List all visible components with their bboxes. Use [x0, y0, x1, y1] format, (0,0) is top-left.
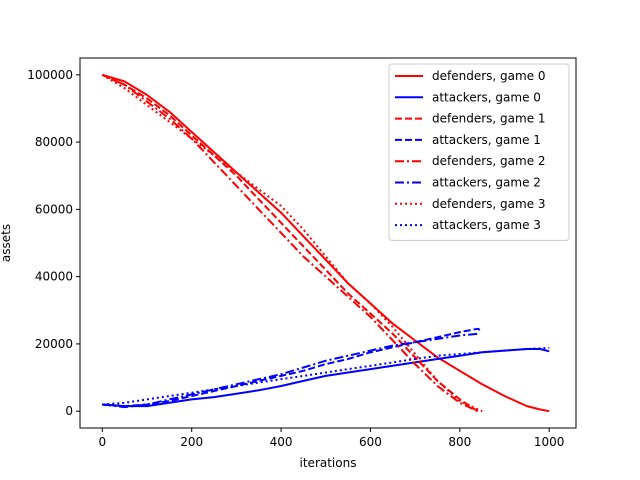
series-line-2 — [101, 73, 479, 413]
legend-label: attackers, game 1 — [432, 133, 541, 147]
x-tick-label: 200 — [180, 435, 203, 449]
x-tick-label: 1000 — [534, 435, 565, 449]
series-lines — [101, 73, 550, 413]
y-axis-label: assets — [0, 224, 13, 262]
y-tick-label: 80000 — [35, 135, 73, 149]
legend-label: defenders, game 3 — [432, 197, 546, 211]
y-tick-label: 60000 — [35, 202, 73, 216]
legend-box — [388, 63, 570, 241]
series-line-3 — [102, 327, 481, 408]
x-axis-label: iterations — [300, 456, 357, 470]
legend-label: defenders, game 0 — [432, 69, 546, 83]
x-tick-label: 0 — [99, 435, 107, 449]
y-axis: 0 20000 40000 60000 80000 100000 — [27, 68, 80, 418]
legend-label: defenders, game 2 — [432, 154, 546, 168]
plot-frame — [79, 57, 577, 429]
series-line-5 — [102, 332, 478, 409]
x-tick-label: 600 — [359, 435, 382, 449]
x-tick-label: 800 — [448, 435, 471, 449]
series-line-7 — [102, 346, 550, 406]
x-axis: 0 200 400 600 800 1000 — [99, 428, 565, 449]
y-tick-label: 20000 — [35, 337, 73, 351]
legend-label: attackers, game 2 — [432, 176, 541, 190]
series-line-0 — [102, 73, 550, 413]
y-tick-label: 40000 — [35, 270, 73, 284]
legend-label: attackers, game 0 — [432, 90, 541, 104]
series-line-1 — [102, 348, 550, 408]
legend: defenders, game 0 attackers, game 0 defend… — [388, 63, 570, 241]
y-tick-label: 100000 — [27, 68, 73, 82]
y-tick-label: 0 — [65, 404, 73, 418]
legend-label: defenders, game 1 — [432, 112, 546, 126]
x-tick-label: 400 — [270, 435, 293, 449]
legend-label: attackers, game 3 — [432, 218, 541, 232]
series-line-4 — [101, 73, 479, 413]
